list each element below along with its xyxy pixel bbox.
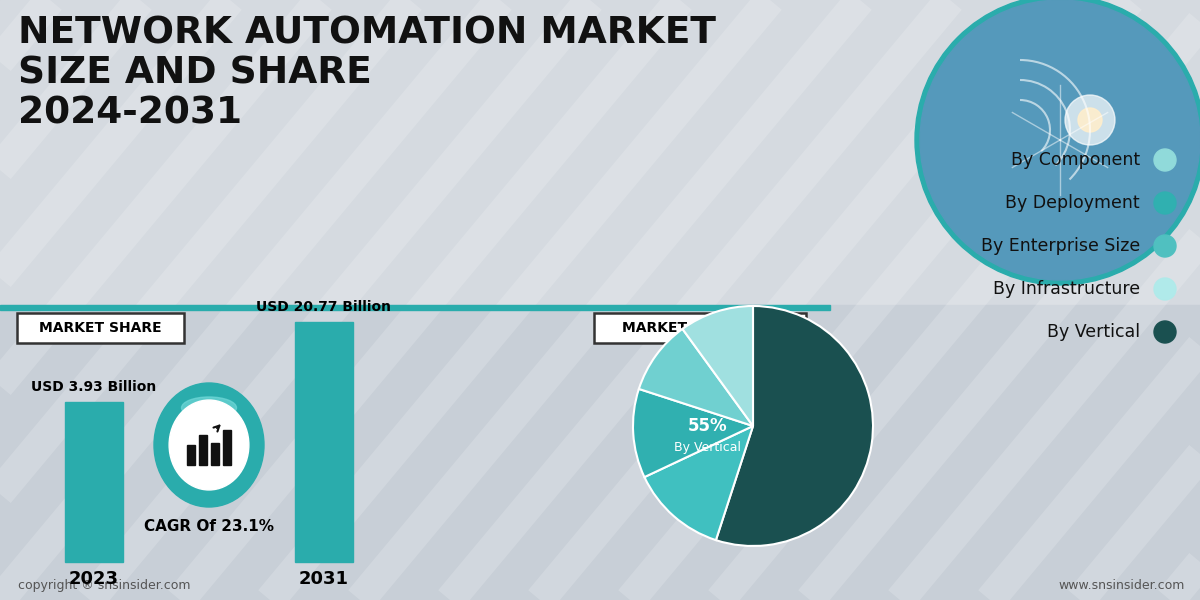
Text: 2023: 2023: [70, 570, 119, 588]
Wedge shape: [716, 306, 872, 546]
Text: SIZE AND SHARE: SIZE AND SHARE: [18, 55, 372, 91]
Bar: [295, 322, 353, 562]
Bar: [199, 435, 208, 465]
Text: By Component: By Component: [1010, 151, 1140, 169]
Wedge shape: [634, 389, 754, 477]
Circle shape: [1066, 95, 1115, 145]
Bar: [187, 445, 194, 465]
Circle shape: [1154, 321, 1176, 343]
Circle shape: [1154, 278, 1176, 300]
Bar: [223, 430, 230, 465]
Text: www.snsinsider.com: www.snsinsider.com: [1058, 579, 1186, 592]
Text: 2031: 2031: [299, 570, 349, 588]
FancyBboxPatch shape: [594, 313, 806, 343]
Bar: [65, 402, 124, 562]
Text: MARKET SEGMENTS: MARKET SEGMENTS: [623, 321, 778, 335]
Circle shape: [1154, 149, 1176, 171]
Bar: [211, 443, 220, 465]
Ellipse shape: [154, 383, 264, 507]
Text: By Vertical: By Vertical: [674, 441, 740, 454]
Circle shape: [920, 0, 1200, 280]
Text: By Enterprise Size: By Enterprise Size: [980, 237, 1140, 255]
Text: By Vertical: By Vertical: [1046, 323, 1140, 341]
Bar: [0, 305, 1200, 600]
Bar: [0, 0, 1200, 305]
FancyBboxPatch shape: [17, 313, 184, 343]
Wedge shape: [683, 306, 754, 426]
Text: CAGR Of 23.1%: CAGR Of 23.1%: [144, 519, 274, 534]
Ellipse shape: [181, 397, 236, 419]
Circle shape: [1078, 108, 1102, 132]
Text: 55%: 55%: [688, 417, 727, 435]
Text: copyright ® snsinsider.com: copyright ® snsinsider.com: [18, 579, 191, 592]
Text: By Deployment: By Deployment: [1006, 194, 1140, 212]
Bar: [0, 305, 830, 310]
Ellipse shape: [169, 400, 248, 490]
Text: By Infrastructure: By Infrastructure: [992, 280, 1140, 298]
Text: NETWORK AUTOMATION MARKET: NETWORK AUTOMATION MARKET: [18, 15, 716, 51]
Wedge shape: [644, 426, 754, 540]
Circle shape: [1154, 235, 1176, 257]
Text: USD 3.93 Billion: USD 3.93 Billion: [31, 380, 157, 394]
Circle shape: [916, 0, 1200, 285]
Text: MARKET SHARE: MARKET SHARE: [38, 321, 161, 335]
Text: USD 20.77 Billion: USD 20.77 Billion: [257, 300, 391, 314]
Text: 2024-2031: 2024-2031: [18, 95, 242, 131]
Circle shape: [1154, 192, 1176, 214]
Wedge shape: [638, 329, 754, 426]
